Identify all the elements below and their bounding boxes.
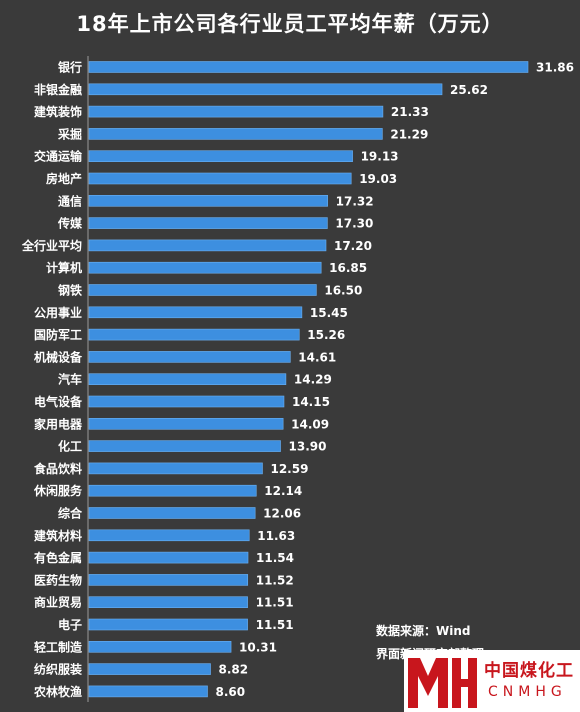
logo-cn-text: 中国煤化工 (484, 661, 574, 681)
category-label: 有色金属 (34, 550, 82, 565)
category-label: 房地产 (46, 171, 82, 186)
value-label: 11.63 (257, 529, 295, 543)
category-label: 交通运输 (34, 149, 83, 164)
category-label: 采掘 (57, 126, 82, 141)
value-label: 17.32 (336, 194, 374, 208)
value-label: 13.90 (289, 440, 327, 454)
category-label: 银行 (58, 60, 82, 75)
category-label: 休闲服务 (33, 483, 83, 498)
bar (88, 217, 328, 229)
value-label: 17.30 (335, 217, 373, 231)
value-label: 16.85 (329, 261, 367, 275)
value-label: 14.15 (292, 395, 330, 409)
category-label: 建筑材料 (33, 528, 82, 543)
bar (88, 395, 285, 408)
value-label: 19.13 (361, 150, 399, 164)
bar (88, 685, 208, 698)
category-label: 化工 (58, 439, 82, 454)
value-label: 11.54 (256, 551, 294, 565)
category-label: 通信 (58, 193, 82, 208)
value-label: 14.61 (298, 350, 336, 364)
value-label: 11.52 (256, 573, 294, 587)
bar (88, 328, 300, 341)
bar (88, 551, 249, 564)
category-label: 食品饮料 (33, 461, 82, 476)
bar (88, 663, 211, 675)
value-label: 8.82 (219, 663, 249, 677)
bar (88, 83, 443, 96)
value-label: 21.29 (390, 127, 428, 141)
bar (88, 284, 317, 296)
category-label: 医药生物 (34, 572, 82, 587)
bar (88, 484, 257, 497)
bar (88, 128, 383, 140)
category-label: 综合 (58, 506, 83, 521)
bar (88, 462, 263, 475)
value-label: 12.06 (263, 507, 301, 521)
category-label: 非银金融 (34, 82, 82, 97)
category-label: 公用事业 (34, 305, 82, 320)
category-label: 电气设备 (34, 394, 83, 409)
category-label: 计算机 (46, 260, 82, 275)
bar (88, 239, 327, 252)
logo-en-text: CNMHG (488, 684, 567, 700)
category-label: 全行业平均 (21, 238, 82, 253)
value-label: 14.29 (294, 373, 332, 387)
value-label: 19.03 (359, 172, 397, 186)
value-label: 15.26 (307, 328, 345, 342)
value-label: 8.60 (215, 685, 245, 699)
bar (88, 373, 287, 386)
bar (88, 417, 284, 430)
value-label: 31.86 (536, 61, 574, 75)
value-label: 14.09 (291, 417, 329, 431)
bar (88, 195, 328, 207)
value-label: 17.20 (334, 239, 372, 253)
bar (88, 172, 352, 185)
category-label: 钢铁 (58, 283, 82, 298)
category-label: 机械设备 (34, 349, 83, 364)
value-label: 15.45 (310, 306, 348, 320)
category-label: 家用电器 (34, 416, 83, 431)
category-label: 轻工制造 (34, 639, 83, 654)
bar (88, 351, 291, 363)
bar (88, 640, 232, 653)
value-label: 11.51 (256, 618, 294, 632)
bar (88, 596, 248, 609)
category-label: 国防军工 (34, 327, 82, 342)
category-label: 电子 (58, 617, 82, 632)
value-label: 11.51 (256, 596, 294, 610)
bar (88, 150, 353, 162)
value-label: 16.50 (324, 284, 362, 298)
value-label: 10.31 (239, 640, 277, 654)
category-label: 传媒 (57, 216, 83, 231)
value-label: 12.59 (270, 462, 308, 476)
category-label: 农林牧渔 (33, 684, 82, 699)
bar (88, 440, 281, 452)
source-note: 数据来源：Wind (376, 624, 471, 638)
bar (88, 574, 249, 586)
value-label: 21.33 (391, 105, 429, 119)
bar (88, 507, 256, 519)
watermark-logo: 中国煤化工 CNMHG (404, 650, 580, 712)
bar (88, 306, 303, 319)
value-label: 12.14 (264, 484, 302, 498)
bar (88, 261, 322, 274)
bar (88, 618, 248, 631)
category-label: 建筑装饰 (33, 104, 82, 119)
category-label: 商业贸易 (34, 595, 82, 610)
category-label: 纺织服装 (34, 662, 82, 677)
category-label: 汽车 (58, 372, 82, 387)
logo-mark-icon (408, 658, 477, 708)
value-label: 25.62 (450, 83, 488, 97)
bar (88, 105, 384, 118)
bar (88, 529, 250, 542)
bar (88, 61, 529, 73)
chart-title: 18年上市公司各行业员工平均年薪（万元） (76, 12, 504, 36)
